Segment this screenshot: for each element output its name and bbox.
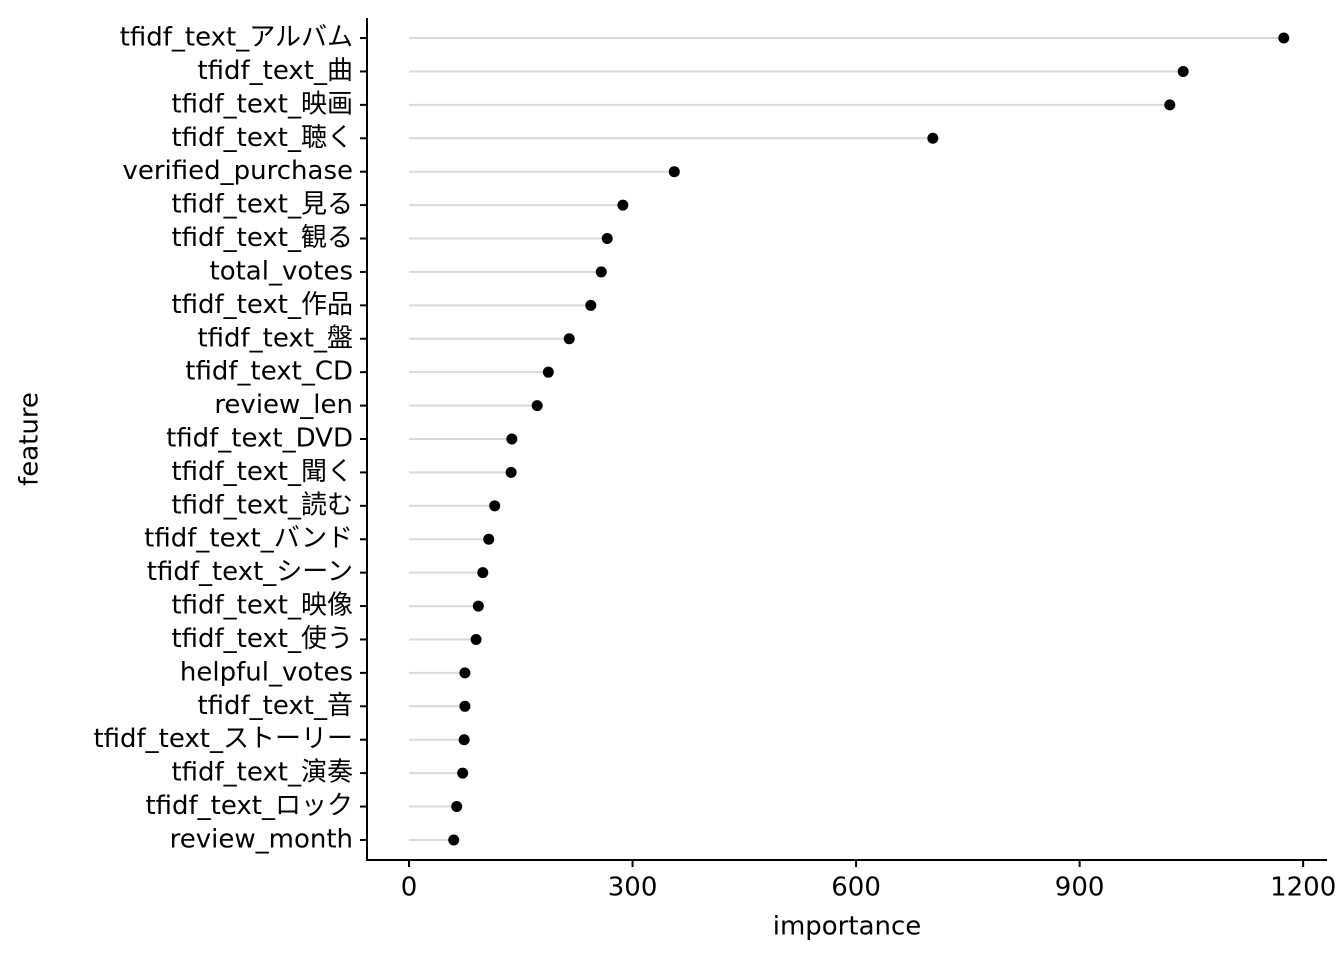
dot bbox=[531, 400, 543, 412]
y-tick-label: tfidf_text_CD bbox=[185, 357, 353, 387]
y-tick-label: helpful_votes bbox=[180, 657, 353, 687]
y-tick-label: tfidf_text_作品 bbox=[171, 290, 353, 320]
dot bbox=[506, 433, 518, 445]
y-tick-label: tfidf_text_音 bbox=[197, 691, 353, 721]
dot bbox=[668, 166, 680, 178]
y-tick-label: verified_purchase bbox=[122, 156, 353, 186]
dot bbox=[617, 199, 629, 211]
dot bbox=[601, 233, 613, 245]
y-tick-label: tfidf_text_ロック bbox=[145, 791, 353, 821]
y-tick-label: tfidf_text_DVD bbox=[166, 424, 353, 454]
dot bbox=[472, 600, 484, 612]
y-tick-label: review_len bbox=[214, 390, 353, 420]
y-tick-label: tfidf_text_映画 bbox=[171, 89, 353, 119]
x-axis-title: importance bbox=[773, 912, 922, 942]
y-tick-label: tfidf_text_聞く bbox=[171, 457, 353, 487]
y-tick-label: tfidf_text_曲 bbox=[197, 56, 353, 86]
dot bbox=[458, 734, 470, 746]
dot bbox=[1164, 99, 1176, 111]
dot bbox=[1177, 65, 1189, 77]
dot bbox=[459, 667, 471, 679]
y-tick-label: tfidf_text_観る bbox=[171, 223, 353, 253]
y-tick-label: tfidf_text_演奏 bbox=[171, 758, 353, 788]
y-tick-label: tfidf_text_映像 bbox=[171, 591, 353, 621]
dot bbox=[595, 266, 607, 278]
y-tick-label: tfidf_text_見る bbox=[171, 190, 353, 220]
y-tick-label: tfidf_text_読む bbox=[171, 490, 353, 520]
dot bbox=[483, 533, 495, 545]
dot bbox=[457, 767, 469, 779]
y-tick-label: tfidf_text_使う bbox=[171, 624, 353, 654]
y-tick-label: total_votes bbox=[210, 256, 353, 286]
dot bbox=[448, 834, 460, 846]
dot bbox=[542, 366, 554, 378]
dot bbox=[927, 132, 939, 144]
x-tick-label: 0 bbox=[401, 873, 418, 903]
x-tick-label: 900 bbox=[1055, 873, 1105, 903]
y-tick-label: tfidf_text_シーン bbox=[147, 557, 353, 587]
x-tick-label: 1200 bbox=[1270, 873, 1336, 903]
y-tick-label: tfidf_text_盤 bbox=[197, 323, 353, 353]
dot bbox=[459, 700, 471, 712]
y-tick-label: tfidf_text_聴く bbox=[171, 123, 353, 153]
dot bbox=[477, 567, 489, 579]
dot bbox=[451, 801, 463, 813]
y-axis-title: feature bbox=[15, 392, 45, 486]
x-tick-label: 300 bbox=[608, 873, 658, 903]
y-tick-label: tfidf_text_アルバム bbox=[120, 23, 353, 53]
dot bbox=[563, 333, 575, 345]
dot bbox=[1278, 32, 1290, 44]
dot bbox=[585, 299, 597, 311]
y-tick-label: tfidf_text_ストーリー bbox=[93, 724, 353, 754]
dot bbox=[470, 633, 482, 645]
x-tick-label: 600 bbox=[831, 873, 881, 903]
dot bbox=[489, 500, 501, 512]
y-tick-label: review_month bbox=[170, 824, 353, 854]
y-tick-label: tfidf_text_バンド bbox=[144, 524, 353, 554]
dot bbox=[505, 466, 517, 478]
